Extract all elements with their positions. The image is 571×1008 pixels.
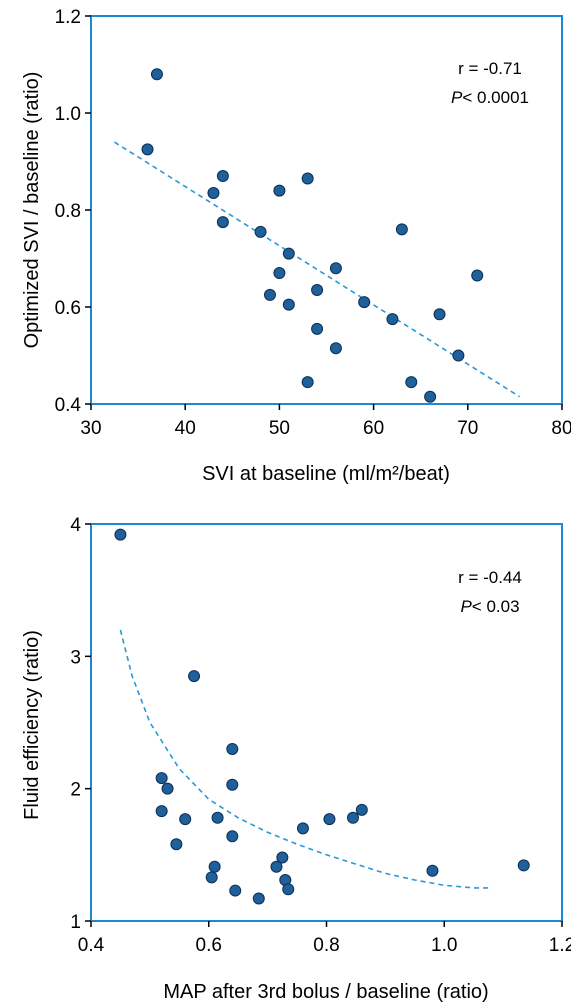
data-point	[346, 811, 359, 824]
data-point	[226, 778, 239, 791]
y-tick-label: 1	[70, 912, 81, 933]
tick-group: 0.4 0.6 0.8 1.0 1.2 1 2 3 4	[70, 515, 571, 956]
data-point	[386, 313, 399, 326]
data-point	[311, 284, 324, 297]
x-tick-label: 0.6	[196, 935, 222, 956]
data-point	[211, 811, 224, 824]
data-point	[155, 772, 168, 785]
data-point	[296, 822, 309, 835]
data-point	[270, 860, 283, 873]
data-point	[226, 742, 239, 755]
data-point	[226, 830, 239, 843]
data-point	[424, 390, 437, 403]
y-tick-label: 2	[70, 780, 81, 801]
data-point	[329, 342, 342, 355]
data-point	[229, 884, 242, 897]
y-tick-label: 1.2	[55, 7, 81, 28]
data-point	[188, 670, 201, 683]
p-value: P< 0.03	[460, 597, 519, 616]
data-point	[301, 172, 314, 185]
data-point	[205, 871, 218, 884]
data-point	[276, 851, 289, 864]
data-point	[141, 143, 154, 156]
y-tick-label: 1.0	[55, 104, 81, 125]
data-point	[179, 813, 192, 826]
y-tick-label: 4	[70, 515, 81, 536]
data-point	[273, 267, 286, 280]
data-point	[207, 187, 220, 200]
data-point	[517, 859, 530, 872]
data-point	[426, 864, 439, 877]
data-point	[170, 838, 183, 851]
data-point	[405, 376, 418, 389]
data-points	[141, 68, 484, 403]
data-point	[273, 184, 286, 197]
data-point	[114, 528, 127, 541]
data-point	[301, 376, 314, 389]
y-tick-label: 3	[70, 647, 81, 668]
p-value-threshold: < 0.0001	[462, 88, 529, 107]
data-point	[208, 860, 221, 873]
x-tick-label: 1.2	[549, 935, 571, 956]
data-point	[471, 269, 484, 282]
x-tick-label: 70	[457, 418, 478, 439]
p-value-symbol: P	[451, 88, 463, 107]
data-point	[395, 223, 408, 236]
data-point	[433, 308, 446, 321]
data-point	[254, 225, 267, 238]
trend-line	[114, 141, 521, 398]
data-point	[155, 805, 168, 818]
x-tick-label: 1.0	[431, 935, 457, 956]
scatter-panel-svi: 30 40 50 60 70 80 0.4 0.6 0.8 1.0 1.2 SVI at basel…	[21, 7, 571, 485]
p-value-symbol: P	[460, 597, 472, 616]
data-point	[252, 892, 265, 905]
data-point	[263, 288, 276, 301]
x-tick-label: 60	[363, 418, 384, 439]
data-point	[282, 247, 295, 260]
correlation-r: r = -0.71	[458, 59, 522, 78]
data-point	[358, 296, 371, 309]
scatter-panel-map: 0.4 0.6 0.8 1.0 1.2 1 2 3 4 MAP after 3rd bolus …	[21, 515, 571, 1003]
data-point	[216, 170, 229, 183]
x-tick-label: 40	[175, 418, 196, 439]
data-point	[311, 322, 324, 335]
data-point	[282, 298, 295, 311]
y-tick-label: 0.4	[55, 395, 82, 416]
y-axis-label: Optimized SVI / baseline (ratio)	[21, 72, 43, 349]
x-tick-label: 80	[551, 418, 571, 439]
y-axis-label: Fluid efficiency (ratio)	[21, 630, 43, 820]
data-point	[150, 68, 163, 81]
correlation-r: r = -0.44	[458, 568, 522, 587]
y-tick-label: 0.6	[55, 298, 81, 319]
x-tick-label: 30	[80, 418, 101, 439]
data-point	[161, 782, 174, 795]
x-tick-label: 0.8	[313, 935, 339, 956]
p-value: P< 0.0001	[451, 88, 529, 107]
data-point	[452, 349, 465, 362]
data-point	[216, 216, 229, 229]
data-points	[114, 528, 530, 905]
x-tick-label: 0.4	[78, 935, 105, 956]
data-point	[282, 883, 295, 896]
x-axis-label: MAP after 3rd bolus / baseline (ratio)	[163, 981, 488, 1003]
data-point	[355, 803, 368, 816]
data-point	[323, 813, 336, 826]
y-tick-label: 0.8	[55, 201, 81, 222]
data-point	[329, 262, 342, 275]
x-axis-label: SVI at baseline (ml/m²/beat)	[202, 463, 450, 485]
tick-group: 30 40 50 60 70 80 0.4 0.6 0.8 1.0 1.2	[55, 7, 571, 439]
p-value-threshold: < 0.03	[472, 597, 520, 616]
x-tick-label: 50	[269, 418, 290, 439]
